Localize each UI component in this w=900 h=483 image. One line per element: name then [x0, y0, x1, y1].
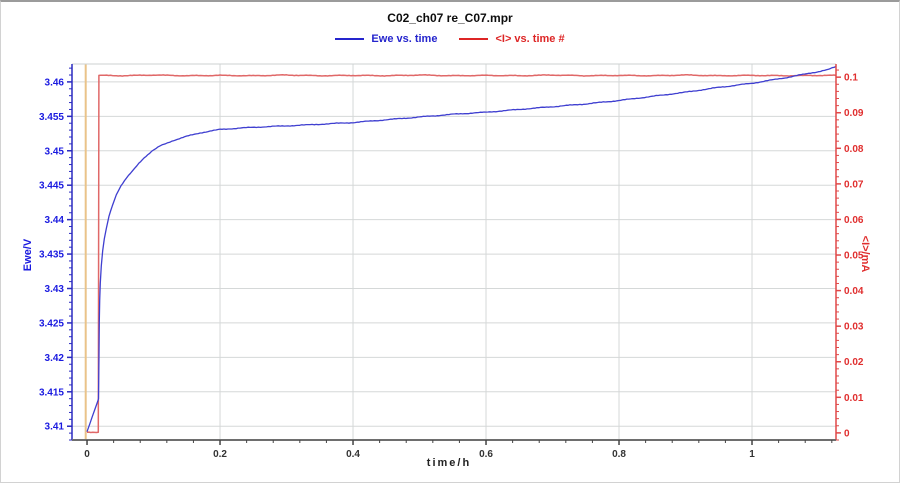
left-axis-tick-label: 3.455	[39, 112, 64, 123]
chart-title: C02_ch07 re_C07.mpr	[387, 11, 513, 25]
right-axis-tick-label: 0.1	[844, 73, 858, 84]
right-axis-tick-label: 0.01	[844, 393, 864, 404]
right-axis-tick-label: 0.09	[844, 108, 864, 119]
legend-item-current: <I> vs. time #	[459, 33, 565, 45]
series-current-path	[86, 73, 836, 434]
chart-legend: Ewe vs. time <I> vs. time #	[1, 33, 899, 45]
x-axis-label: time/h	[426, 457, 472, 469]
x-axis-tick-label: 0.4	[346, 449, 360, 460]
left-axis-tick-label: 3.45	[45, 146, 65, 157]
legend-swatch-current	[459, 38, 489, 40]
left-axis-tick-label: 3.42	[45, 353, 65, 364]
series-ewe-path	[86, 65, 837, 432]
x-axis-tick-label: 0	[84, 449, 90, 460]
right-axis-tick-label: 0	[844, 428, 850, 439]
legend-label-current: <I> vs. time #	[495, 33, 565, 45]
right-axis-tick-label: 0.06	[844, 215, 864, 226]
right-axis-tick-label: 0.04	[844, 286, 864, 297]
left-axis-tick-label: 3.43	[45, 284, 65, 295]
left-axis-tick-label: 3.41	[45, 422, 65, 433]
left-axis-tick-label: 3.445	[39, 181, 64, 192]
x-axis-tick-label: 1	[749, 449, 755, 460]
right-axis-tick-label: 0.08	[844, 144, 864, 155]
left-axis-tick-label: 3.46	[45, 77, 65, 88]
right-axis-tick-label: 0.02	[844, 357, 864, 368]
left-axis-tick-label: 3.44	[45, 215, 65, 226]
legend-item-ewe: Ewe vs. time	[335, 33, 437, 45]
left-axis-tick-label: 3.435	[39, 250, 64, 261]
right-axis-tick-label: 0.05	[844, 251, 864, 262]
x-axis-tick-label: 0.2	[213, 449, 227, 460]
x-axis-tick-label: 0.6	[479, 449, 493, 460]
legend-swatch-ewe	[335, 38, 365, 40]
x-axis-tick-label: 0.8	[612, 449, 626, 460]
legend-label-ewe: Ewe vs. time	[371, 33, 438, 45]
right-axis-tick-label: 0.07	[844, 179, 864, 190]
y-axis-label-left: Ewe/V	[22, 238, 34, 272]
right-axis-tick-label: 0.03	[844, 322, 864, 333]
left-axis-tick-label: 3.425	[39, 318, 64, 329]
left-axis-tick-label: 3.415	[39, 387, 64, 398]
y-axis-label-right: <I>/mA	[859, 235, 871, 273]
